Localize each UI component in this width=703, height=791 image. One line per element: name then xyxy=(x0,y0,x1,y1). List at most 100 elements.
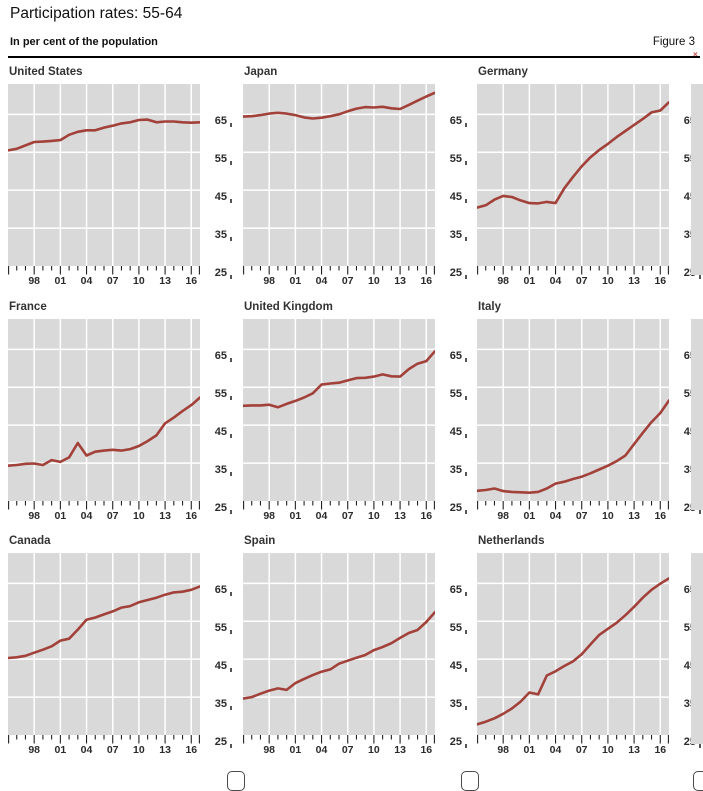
x-axis-label: 16 xyxy=(185,275,198,287)
y-axis-label: 65 xyxy=(449,114,462,127)
x-axis-label: 01 xyxy=(54,275,67,287)
rule-end-artifact: × xyxy=(693,50,698,59)
y-axis-tick xyxy=(230,434,232,439)
panel-title: United Kingdom xyxy=(244,301,333,313)
y-axis-tick xyxy=(465,592,467,597)
cropped-panel-edge xyxy=(691,553,703,744)
x-axis-label: 01 xyxy=(54,510,67,522)
y-axis-tick xyxy=(699,275,701,279)
y-axis-tick xyxy=(465,237,467,242)
x-axis-ticks xyxy=(243,735,435,744)
chart-panel-japan: Japan 98 01 04 07 10 13 16 65 55 45 35 25 xyxy=(235,62,470,289)
y-axis-tick xyxy=(230,510,232,514)
plot-area xyxy=(243,84,435,275)
plot-area xyxy=(477,319,669,510)
x-axis-labels: 98 01 04 07 10 13 16 xyxy=(243,510,435,523)
x-axis-label: 10 xyxy=(602,744,614,756)
y-axis-tick xyxy=(465,744,467,748)
y-axis-label: 25 xyxy=(214,266,227,279)
y-axis-labels: 65 55 45 35 25 xyxy=(435,553,468,753)
series-line xyxy=(8,118,200,152)
y-axis-labels: 65 55 45 35 25 xyxy=(200,84,233,284)
x-axis-label: 07 xyxy=(341,275,354,287)
y-axis-tick xyxy=(465,161,467,166)
y-axis-labels: 65 55 45 35 25 xyxy=(200,553,233,753)
y-axis-tick xyxy=(230,123,232,128)
y-axis-tick xyxy=(230,592,232,597)
y-axis-label: 55 xyxy=(683,621,696,634)
panel-title: France xyxy=(9,301,47,313)
x-axis-label: 07 xyxy=(575,744,588,756)
y-axis-label: 55 xyxy=(214,152,227,165)
x-axis-ticks xyxy=(8,501,200,510)
chart-panel-germany: Germany 98 01 04 07 10 13 16 65 55 45 35 25 xyxy=(469,62,703,289)
x-axis-label: 16 xyxy=(654,744,667,756)
y-axis-label: 55 xyxy=(214,621,227,634)
y-axis-tick xyxy=(230,744,232,748)
x-axis-ticks xyxy=(243,266,435,275)
y-axis-label: 65 xyxy=(683,114,696,127)
x-axis-label: 10 xyxy=(368,510,380,522)
series-line xyxy=(8,585,200,660)
line-chart xyxy=(243,319,435,501)
y-axis-tick xyxy=(465,668,467,673)
cropped-panel-edge xyxy=(691,84,703,275)
x-axis-label: 10 xyxy=(602,275,614,287)
x-axis-label: 10 xyxy=(133,275,145,287)
y-axis-label: 25 xyxy=(449,266,462,279)
y-axis-label: 35 xyxy=(214,228,227,241)
x-axis-label: 98 xyxy=(497,744,510,756)
x-axis-label: 04 xyxy=(315,510,328,522)
panel-title: Germany xyxy=(478,66,528,78)
plot-background xyxy=(243,319,435,501)
x-axis-label: 07 xyxy=(106,510,119,522)
y-axis-label: 65 xyxy=(683,583,696,596)
y-axis-label: 35 xyxy=(214,697,227,710)
y-axis-tick xyxy=(230,199,232,204)
panel-title: Canada xyxy=(9,535,51,547)
y-axis-label: 45 xyxy=(214,190,227,203)
y-axis-tick xyxy=(230,706,232,711)
x-axis-label: 01 xyxy=(54,744,67,756)
x-axis-ticks xyxy=(8,266,200,275)
y-axis-tick xyxy=(230,472,232,477)
panel-title: Netherlands xyxy=(478,535,545,547)
x-axis-label: 07 xyxy=(575,510,588,522)
y-axis-label: 65 xyxy=(214,583,227,596)
panel-title: Italy xyxy=(478,301,502,313)
x-axis-label: 01 xyxy=(289,744,302,756)
line-chart xyxy=(477,319,669,501)
x-axis-label: 13 xyxy=(159,744,171,756)
page-subtitle: In per cent of the population xyxy=(10,36,158,48)
chart-row-2: France 98 01 04 07 10 13 16 65 55 45 35 25 United … xyxy=(0,297,703,524)
y-axis-tick xyxy=(699,510,701,514)
x-axis-label: 04 xyxy=(80,744,93,756)
y-axis-label: 65 xyxy=(214,349,227,362)
x-axis-ticks xyxy=(477,735,669,744)
chart-panel-spain: Spain 98 01 04 07 10 13 16 65 55 45 35 25 xyxy=(235,531,470,758)
x-axis-label: 10 xyxy=(368,275,380,287)
x-axis-label: 13 xyxy=(159,275,171,287)
y-axis-label: 65 xyxy=(683,349,696,362)
x-axis-label: 16 xyxy=(420,510,433,522)
y-axis-tick xyxy=(465,275,467,279)
series-line xyxy=(243,610,435,700)
x-axis-label: 13 xyxy=(628,275,640,287)
x-axis-labels: 98 01 04 07 10 13 16 xyxy=(8,275,200,288)
line-chart xyxy=(243,84,435,266)
x-axis-label: 04 xyxy=(549,510,562,522)
cropped-element-artifact xyxy=(227,771,245,791)
plot-area xyxy=(477,553,669,744)
plot-area xyxy=(8,319,200,510)
panel-title: Japan xyxy=(244,66,278,78)
y-axis-label: 55 xyxy=(449,387,462,400)
x-axis-label: 13 xyxy=(628,510,640,522)
y-axis-label: 45 xyxy=(449,425,462,438)
x-axis-label: 01 xyxy=(523,275,536,287)
x-axis-label: 16 xyxy=(420,744,433,756)
y-axis-label: 25 xyxy=(214,735,227,748)
x-axis-label: 98 xyxy=(497,275,510,287)
y-axis-tick xyxy=(465,706,467,711)
series-line xyxy=(243,91,435,120)
plot-background xyxy=(243,84,435,266)
